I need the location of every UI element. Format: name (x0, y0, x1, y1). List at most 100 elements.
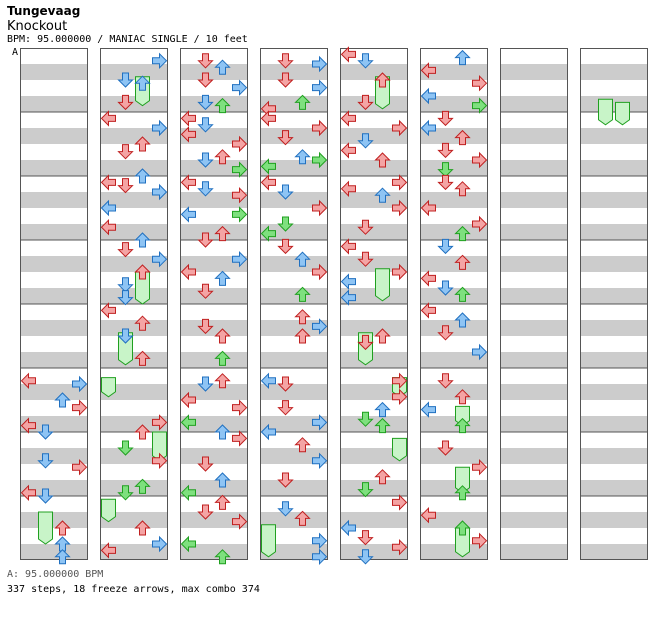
left-arrow-icon (180, 263, 196, 281)
up-arrow-icon (214, 59, 231, 75)
beat-band (260, 288, 328, 304)
down-arrow-icon (277, 400, 294, 416)
beat-band (580, 96, 648, 112)
beat-band (340, 256, 408, 272)
beat-band (580, 416, 648, 432)
right-arrow-icon (232, 135, 248, 153)
right-arrow-icon (312, 151, 328, 169)
beat-band (340, 160, 408, 176)
up-arrow-icon (294, 309, 311, 325)
up-arrow-icon (54, 392, 71, 408)
beat-band (100, 192, 168, 208)
left-arrow-icon (340, 273, 356, 290)
beat-band (340, 448, 408, 464)
down-arrow-icon (117, 144, 134, 160)
down-arrow-icon (117, 328, 134, 344)
left-arrow-icon (20, 484, 36, 502)
chart-column (420, 48, 488, 560)
beat-band (580, 480, 648, 496)
beat-band (20, 416, 88, 432)
step-chart (20, 46, 648, 565)
right-arrow-icon (312, 318, 328, 335)
down-arrow-icon (277, 72, 294, 88)
beat-band (580, 224, 648, 240)
beat-band (420, 64, 488, 80)
right-arrow-icon (232, 79, 248, 96)
beat-band (100, 224, 168, 240)
left-arrow-icon (420, 119, 436, 137)
left-arrow-icon (20, 372, 36, 390)
right-arrow-icon (392, 174, 408, 191)
beat-band (500, 256, 568, 272)
right-arrow-icon (472, 74, 488, 92)
beat-band (20, 64, 88, 80)
left-arrow-icon (100, 218, 116, 236)
beat-band (500, 96, 568, 112)
left-arrow-icon (100, 542, 116, 559)
beat-band (180, 416, 248, 432)
down-arrow-icon (437, 440, 454, 456)
down-arrow-icon (117, 277, 134, 293)
up-arrow-icon (374, 401, 391, 418)
beat-band (580, 448, 648, 464)
down-arrow-icon (197, 318, 214, 335)
beat-band (100, 480, 168, 496)
beat-band (500, 224, 568, 240)
beat-band (420, 96, 488, 112)
down-arrow-icon (197, 53, 214, 69)
beat-band (180, 224, 248, 240)
up-arrow-icon (134, 232, 151, 248)
beat-band (500, 416, 568, 432)
beat-band (260, 64, 328, 80)
left-arrow-icon (100, 174, 116, 191)
beat-band (20, 160, 88, 176)
left-arrow-icon (340, 180, 356, 198)
down-arrow-icon (437, 162, 454, 178)
beat-band (20, 448, 88, 464)
right-arrow-icon (312, 119, 328, 137)
left-arrow-icon (420, 270, 436, 287)
left-arrow-icon (260, 158, 276, 175)
bpm-summary: A: 95.000000 BPM (7, 569, 104, 580)
beat-band (580, 352, 648, 368)
beat-band (20, 384, 88, 400)
up-arrow-icon (134, 520, 151, 536)
left-arrow-icon (420, 401, 436, 418)
left-arrow-icon (260, 110, 276, 127)
beat-band (180, 352, 248, 368)
up-arrow-icon (134, 168, 151, 184)
left-arrow-icon (180, 484, 196, 502)
right-arrow-icon (152, 119, 168, 137)
left-arrow-icon (340, 238, 356, 255)
left-arrow-icon (420, 87, 436, 105)
down-arrow-icon (197, 181, 214, 197)
left-arrow-icon (340, 46, 356, 63)
down-arrow-icon (197, 117, 214, 133)
beat-band (580, 512, 648, 528)
up-arrow-icon (294, 437, 311, 453)
beat-band (180, 480, 248, 496)
beat-band (420, 416, 488, 432)
beat-band (420, 544, 488, 560)
chart-column (500, 48, 568, 560)
freeze-arrow-down (38, 511, 53, 545)
beat-band (340, 544, 408, 560)
beat-band (420, 224, 488, 240)
beat-band (180, 192, 248, 208)
up-arrow-icon (454, 389, 471, 405)
beat-band (260, 96, 328, 112)
freeze-arrow-left (101, 377, 116, 398)
beat-band (420, 288, 488, 304)
up-arrow-icon (134, 424, 151, 440)
beat-band (20, 224, 88, 240)
down-arrow-icon (197, 376, 214, 392)
beat-band (100, 288, 168, 304)
beat-band (500, 192, 568, 208)
right-arrow-icon (312, 414, 328, 431)
up-arrow-icon (214, 424, 231, 440)
left-arrow-icon (420, 199, 436, 217)
beat-band (180, 256, 248, 272)
down-arrow-icon (277, 238, 294, 255)
up-arrow-icon (134, 264, 151, 280)
down-arrow-icon (197, 72, 214, 88)
